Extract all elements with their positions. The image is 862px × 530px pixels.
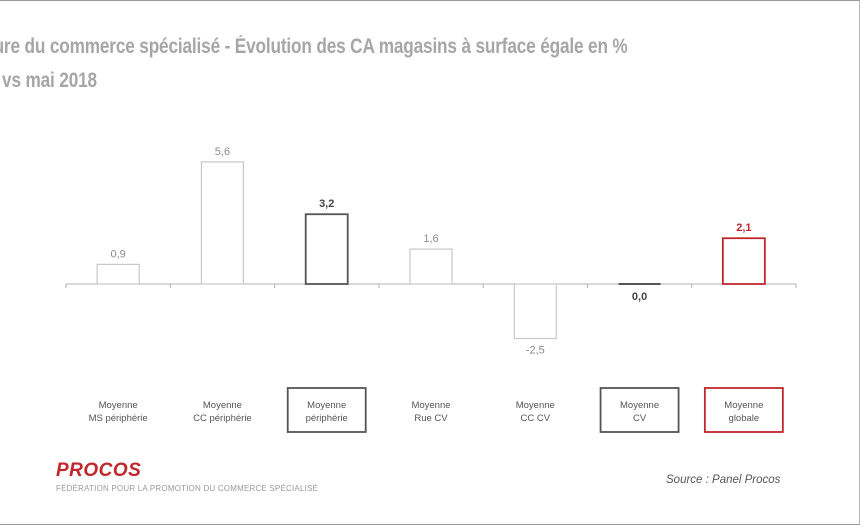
category-label-box [599, 387, 680, 433]
source-note: Source : Panel Procos [666, 474, 781, 486]
category-tick-label: CC périphérie [193, 413, 252, 424]
category-tick-label: Rue CV [414, 413, 448, 424]
chart-title: ture du commerce spécialisé - Évolution … [0, 30, 628, 98]
category-tick-label: CV [633, 413, 647, 424]
category-tick-label: MS périphérie [89, 413, 148, 424]
category-label-box [703, 387, 784, 433]
data-label: 1,6 [423, 233, 438, 245]
data-label: 0,0 [632, 291, 647, 303]
category-tick-label: Moyenne [411, 400, 450, 411]
bar [513, 283, 557, 340]
procos-logo-subtitle: FÉDÉRATION POUR LA PROMOTION DU COMMERCE… [56, 484, 319, 493]
chart-title-line-2: 0 vs mai 2018 [0, 69, 97, 92]
category-tick-label: Moyenne [203, 400, 242, 411]
data-label: 0,9 [110, 248, 125, 260]
bar [200, 161, 245, 285]
data-label: 5,6 [215, 146, 230, 158]
category-tick-label: périphérie [306, 413, 348, 424]
data-label: 3,2 [319, 198, 334, 210]
bar [409, 248, 453, 285]
category-label-box [286, 387, 367, 433]
bar [721, 237, 766, 285]
category-tick-label: globale [729, 413, 760, 424]
chart-title-line-1: ture du commerce spécialisé - Évolution … [0, 35, 628, 58]
category-tick-label: Moyenne [724, 400, 763, 411]
procos-logo: PROCOS [56, 460, 142, 481]
data-label: -2,5 [526, 345, 545, 357]
category-tick-label: Moyenne [516, 400, 555, 411]
category-tick-label: Moyenne [307, 400, 346, 411]
category-tick-label: Moyenne [620, 400, 659, 411]
data-label: 2,1 [736, 222, 751, 234]
category-tick-label: Moyenne [99, 400, 138, 411]
category-tick-label: CC CV [521, 413, 551, 424]
bar [304, 213, 349, 285]
bar [96, 263, 140, 285]
